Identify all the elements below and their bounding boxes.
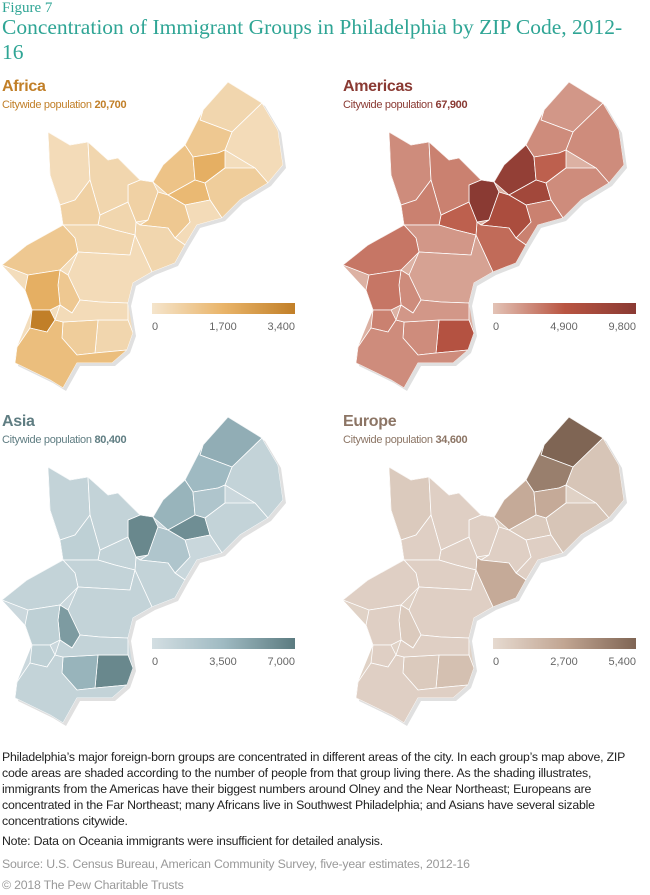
population-label: Citywide population <box>2 99 92 111</box>
population-value: 34,600 <box>435 434 468 446</box>
legend-tick-label: 1,700 <box>209 321 237 333</box>
map-title: Europe <box>343 413 397 430</box>
map-panel-africa: Africa Citywide population 20,700 0 1,700 3,… <box>0 70 330 400</box>
zip-area <box>14 319 128 388</box>
zip-area <box>24 604 61 646</box>
map-title: Americas <box>343 78 413 95</box>
legend-color-bar <box>152 303 295 314</box>
zip-area <box>24 269 61 311</box>
zip-area <box>224 102 283 184</box>
zip-area <box>224 437 283 519</box>
zip-area <box>365 604 402 646</box>
choropleth-map <box>2 82 286 391</box>
zip-area <box>94 319 134 354</box>
population-value: 80,400 <box>94 434 127 446</box>
zip-area <box>94 654 134 689</box>
zip-area <box>355 319 469 388</box>
zip-area <box>54 634 129 658</box>
zip-area <box>54 299 129 323</box>
legend-tick-label: 9,800 <box>608 321 636 333</box>
citywide-population: Citywide population 80,400 <box>2 434 127 446</box>
population-label: Citywide population <box>2 434 92 446</box>
map-panel-europe: Europe Citywide population 34,600 0 2,700 5,… <box>341 405 650 735</box>
zip-area <box>435 654 475 689</box>
map-panel-asia: Asia Citywide population 80,400 0 3,500 7,00… <box>0 405 330 735</box>
copyright: © 2018 The Pew Charitable Trusts <box>2 878 184 892</box>
citywide-population: Citywide population 20,700 <box>2 99 127 111</box>
legend-color-bar <box>493 303 636 314</box>
population-value: 20,700 <box>94 99 127 111</box>
citywide-population: Citywide population 34,600 <box>343 434 468 446</box>
legend-tick-label: 0 <box>152 321 159 333</box>
legend-tick-label: 0 <box>152 656 159 668</box>
citywide-population: Citywide population 67,900 <box>343 99 468 111</box>
legend-tick-label: 3,500 <box>209 656 237 668</box>
legend-tick-label: 0 <box>493 656 500 668</box>
population-label: Citywide population <box>343 99 433 111</box>
zip-area <box>395 634 470 658</box>
legend-tick-label: 3,400 <box>267 321 295 333</box>
zip-area <box>435 319 475 354</box>
population-label: Citywide population <box>343 434 433 446</box>
zip-area <box>365 269 402 311</box>
map-title: Africa <box>2 78 46 95</box>
legend-color-bar <box>152 638 295 649</box>
map-panel-americas: Americas Citywide population 67,900 0 4,900… <box>341 70 650 400</box>
legend-tick-label: 7,000 <box>267 656 295 668</box>
population-value: 67,900 <box>435 99 468 111</box>
legend-tick-label: 4,900 <box>550 321 578 333</box>
figure-label: Figure 7 <box>2 0 53 16</box>
legend-color-bar <box>493 638 636 649</box>
legend-tick-label: 0 <box>493 321 500 333</box>
choropleth-map <box>2 417 286 726</box>
choropleth-map <box>343 417 627 726</box>
source: Source: U.S. Census Bureau, American Com… <box>2 857 470 871</box>
map-title: Asia <box>2 413 35 430</box>
zip-area <box>395 299 470 323</box>
legend-tick-label: 2,700 <box>550 656 578 668</box>
note: Note: Data on Oceania immigrants were in… <box>2 834 383 848</box>
figure-title: Concentration of Immigrant Groups in Phi… <box>2 15 623 64</box>
description: Philadelphia’s major foreign-born groups… <box>2 750 625 828</box>
choropleth-map <box>343 82 627 391</box>
legend-tick-label: 5,400 <box>608 656 636 668</box>
